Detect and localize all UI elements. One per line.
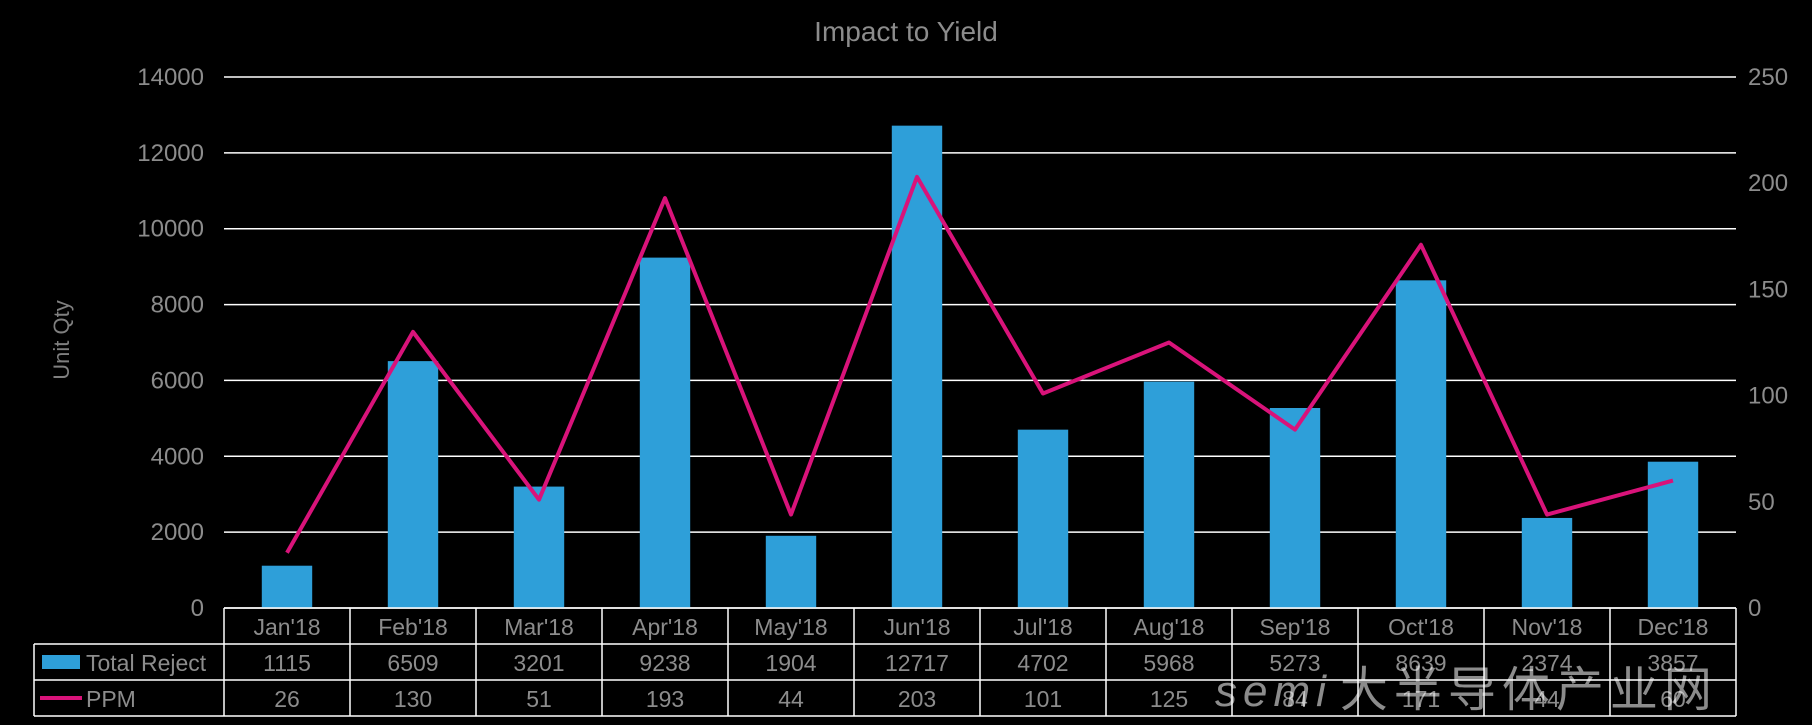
data-label-total-reject: 3857 [1647, 650, 1698, 676]
bar [513, 486, 565, 608]
watermark: semi 大半导体产业网 [1215, 650, 1718, 720]
legend-swatch-total-reject [42, 655, 80, 669]
data-label-ppm: 26 [274, 686, 300, 712]
y-tick-label: 6000 [151, 367, 204, 394]
data-label-total-reject: 1115 [263, 650, 311, 676]
data-label-ppm: 51 [526, 686, 552, 712]
bar [765, 535, 817, 608]
y2-tick-label: 100 [1748, 383, 1788, 410]
data-label-total-reject: 6509 [387, 650, 438, 676]
y-tick-label: 2000 [151, 519, 204, 546]
y2-tick-label: 0 [1748, 595, 1761, 622]
data-label-total-reject: 5968 [1143, 650, 1194, 676]
data-label-ppm: 101 [1024, 686, 1062, 712]
bar [387, 361, 439, 608]
x-tick-label: Mar'18 [504, 614, 574, 640]
data-label-total-reject: 9238 [639, 650, 690, 676]
data-label-ppm: 130 [394, 686, 432, 712]
watermark-brand: semi [1215, 667, 1332, 716]
data-label-ppm: 171 [1402, 686, 1440, 712]
bar [1143, 381, 1195, 608]
x-tick-label: May'18 [754, 614, 827, 640]
ppm-line [285, 174, 1674, 554]
y-tick-label: 0 [191, 595, 204, 622]
y-tick-label: 10000 [137, 216, 204, 243]
chart-title: Impact to Yield [814, 16, 998, 47]
data-label-ppm: 203 [898, 686, 936, 712]
x-tick-label: Apr'18 [632, 614, 698, 640]
data-label-total-reject: 12717 [885, 650, 949, 676]
bar [891, 125, 943, 608]
data-label-total-reject: 5273 [1269, 650, 1320, 676]
x-tick-label: Dec'18 [1638, 614, 1709, 640]
legend-label-total-reject: Total Reject [86, 650, 207, 676]
x-tick-label: Sep'18 [1260, 614, 1331, 640]
x-tick-label: Jun'18 [883, 614, 950, 640]
data-label-ppm: 193 [646, 686, 684, 712]
data-label-ppm: 84 [1282, 686, 1308, 712]
data-label-ppm: 44 [1534, 686, 1560, 712]
x-tick-label: Nov'18 [1512, 614, 1583, 640]
x-tick-label: Jan'18 [253, 614, 320, 640]
bar [1017, 429, 1069, 608]
x-tick-label: Aug'18 [1134, 614, 1205, 640]
y-tick-label: 14000 [137, 64, 204, 91]
y-tick-label: 12000 [137, 140, 204, 167]
watermark-text: 大半导体产业网 [1339, 664, 1718, 717]
bar [1521, 517, 1573, 608]
y2-tick-label: 50 [1748, 489, 1775, 516]
bar [261, 565, 313, 608]
data-label-total-reject: 4702 [1017, 650, 1068, 676]
data-label-total-reject: 8639 [1395, 650, 1446, 676]
data-label-ppm: 44 [778, 686, 804, 712]
x-tick-label: Feb'18 [378, 614, 448, 640]
data-label-ppm: 125 [1150, 686, 1188, 712]
y2-tick-label: 250 [1748, 64, 1788, 91]
y2-tick-label: 150 [1748, 276, 1788, 303]
bar [639, 257, 691, 608]
data-label-total-reject: 1904 [765, 650, 816, 676]
data-label-ppm: 60 [1660, 686, 1686, 712]
y-tick-label: 4000 [151, 443, 204, 470]
y-tick-label: 8000 [151, 292, 204, 319]
data-label-total-reject: 3201 [513, 650, 564, 676]
x-tick-label: Oct'18 [1388, 614, 1454, 640]
data-label-total-reject: 2374 [1521, 650, 1572, 676]
bar [1269, 408, 1321, 608]
bar [1395, 280, 1447, 608]
x-tick-label: Jul'18 [1013, 614, 1072, 640]
legend-label-ppm: PPM [86, 686, 136, 712]
y2-tick-label: 200 [1748, 170, 1788, 197]
